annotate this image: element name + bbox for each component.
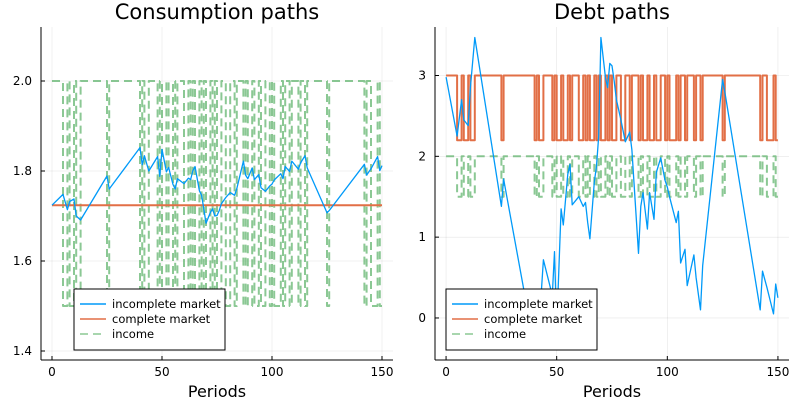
consumption-legend-complete: complete market: [112, 312, 211, 326]
debt-y-tick-label: 0: [418, 311, 426, 325]
debt-x-tick-label: 0: [442, 365, 450, 379]
consumption-series-income-line: [52, 80, 382, 307]
consumption-legend: incomplete market complete market income: [73, 288, 226, 351]
debt-legend-incomplete: incomplete market: [484, 297, 593, 311]
debt-series-income-line: [446, 155, 778, 198]
consumption-x-tick-label: 100: [261, 365, 284, 379]
debt-y-tick-label: 1: [418, 230, 426, 244]
debt-y-tick-label: 2: [418, 149, 426, 163]
consumption-legend-income: income: [112, 327, 154, 341]
debt-title: Debt paths: [554, 0, 670, 24]
debt-x-label: Periods: [583, 382, 641, 400]
debt-legend: incomplete market complete market income: [445, 288, 598, 351]
consumption-series: [51, 80, 383, 307]
consumption-legend-incomplete: incomplete market: [112, 297, 221, 311]
consumption-title: Consumption paths: [115, 0, 319, 24]
debt-x-tick-label: 150: [766, 365, 789, 379]
consumption-series-incomplete-line: [51, 146, 383, 224]
consumption-x-tick-label: 0: [48, 365, 56, 379]
debt-ticks: 0 50 100 150 0 1 2 3: [418, 68, 789, 379]
debt-legend-income: income: [484, 327, 526, 341]
debt-x-tick-label: 100: [656, 365, 679, 379]
consumption-y-tick-label: 1.6: [13, 254, 32, 268]
debt-panel: Debt paths 0 50 100 150 0 1 2 3 Periods incompl…: [418, 0, 789, 400]
consumption-y-tick-label: 2.0: [13, 74, 32, 88]
debt-series-complete-line: [446, 74, 778, 142]
debt-x-tick-label: 50: [549, 365, 564, 379]
consumption-y-tick-label: 1.4: [13, 344, 32, 358]
consumption-x-tick-label: 150: [371, 365, 394, 379]
debt-y-tick-label: 3: [418, 68, 426, 82]
debt-legend-complete: complete market: [484, 312, 583, 326]
consumption-y-tick-label: 1.8: [13, 164, 32, 178]
consumption-panel: Consumption paths 0 50 100 1501.41.61.82.0 …: [13, 0, 394, 400]
consumption-ticks: 0 50 100 150 1.4 1.6 1.8 2.0: [13, 74, 394, 379]
consumption-x-tick-label: 50: [154, 365, 169, 379]
consumption-x-label: Periods: [188, 382, 246, 400]
